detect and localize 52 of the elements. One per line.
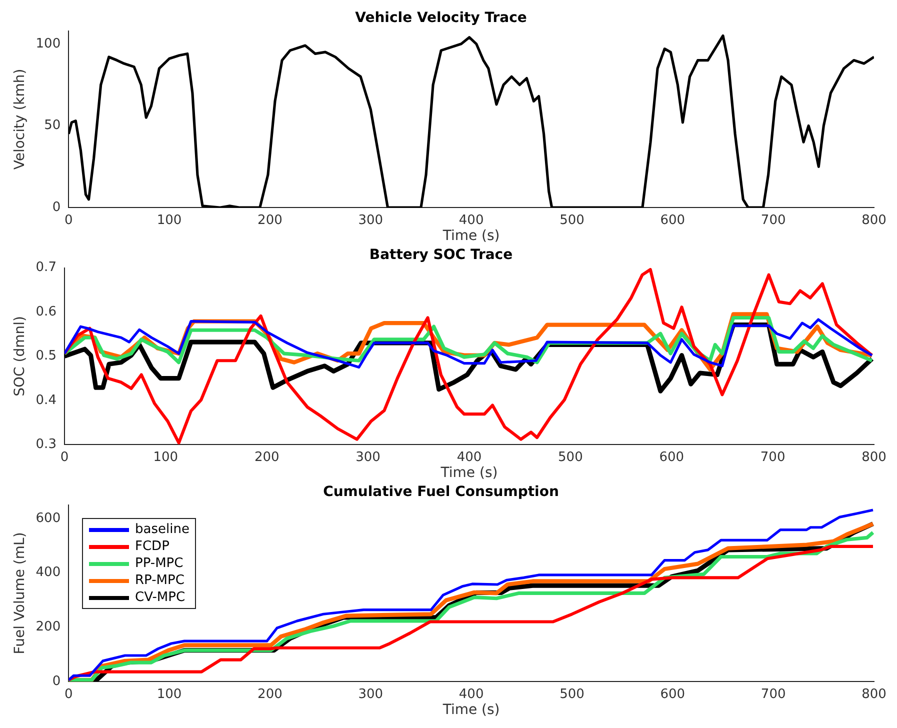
legend-label: CV-MPC [135, 589, 186, 606]
x-tick-label: 600 [660, 686, 686, 702]
chart-title: Battery SOC Trace [369, 247, 513, 264]
y-tick-label: 0.5 [36, 348, 56, 364]
x-tick-label: 300 [358, 686, 384, 702]
y-tick-label: 600 [36, 510, 61, 526]
x-tick-label: 100 [156, 686, 182, 702]
x-tick-label: 400 [458, 686, 484, 702]
x-tick-label: 200 [258, 686, 282, 702]
x-tick-label: 0 [64, 212, 73, 228]
chart-title: Vehicle Velocity Trace [355, 10, 527, 26]
x-tick-label: 200 [254, 450, 280, 465]
y-tick-label: 0 [52, 674, 61, 689]
y-axis-title: Velocity (kmh) [12, 68, 28, 170]
x-tick-label: 800 [862, 450, 886, 465]
y-axis-title: SOC (dmnl) [12, 316, 28, 396]
y-tick-label: 0.6 [36, 304, 56, 320]
legend-label: PP-MPC [135, 555, 184, 572]
x-tick-label: 100 [156, 212, 182, 228]
y-tick-label: 200 [36, 620, 61, 635]
x-tick-label: 700 [760, 212, 786, 228]
y-tick-label: 400 [36, 565, 61, 580]
y-tick-label: 50 [44, 118, 61, 134]
x-tick-label: 300 [358, 212, 384, 228]
x-tick-label: 400 [456, 450, 482, 465]
y-tick-label: 0.4 [36, 392, 56, 408]
x-tick-label: 500 [560, 212, 584, 228]
x-tick-label: 400 [458, 212, 484, 228]
x-tick-label: 500 [558, 450, 583, 465]
x-tick-label: 700 [760, 686, 786, 702]
x-tick-label: 800 [862, 212, 886, 228]
chart-title: Cumulative Fuel Consumption [323, 484, 559, 500]
x-tick-label: 300 [356, 450, 380, 465]
y-tick-label: 0.7 [36, 260, 56, 276]
x-tick-label: 600 [659, 450, 684, 465]
x-tick-label: 700 [760, 450, 786, 465]
x-tick-label: 600 [660, 212, 686, 228]
y-tick-label: 100 [36, 36, 61, 52]
x-tick-label: 200 [258, 212, 282, 228]
x-axis-title: Time (s) [440, 465, 498, 482]
x-tick-label: 100 [153, 450, 178, 465]
x-tick-label: 500 [560, 686, 584, 702]
y-axis-title: Fuel Volume (mL) [12, 532, 28, 654]
legend-label: RP-MPC [135, 572, 184, 589]
legend-label: FCDP [135, 538, 170, 555]
y-tick-label: 0 [52, 200, 61, 215]
x-tick-label: 0 [64, 686, 73, 702]
x-axis-title: Time (s) [442, 702, 500, 718]
x-tick-label: 800 [862, 686, 886, 702]
x-axis-title: Time (s) [442, 228, 500, 244]
legend-label: baseline [135, 521, 190, 538]
y-tick-label: 0.3 [36, 436, 56, 452]
